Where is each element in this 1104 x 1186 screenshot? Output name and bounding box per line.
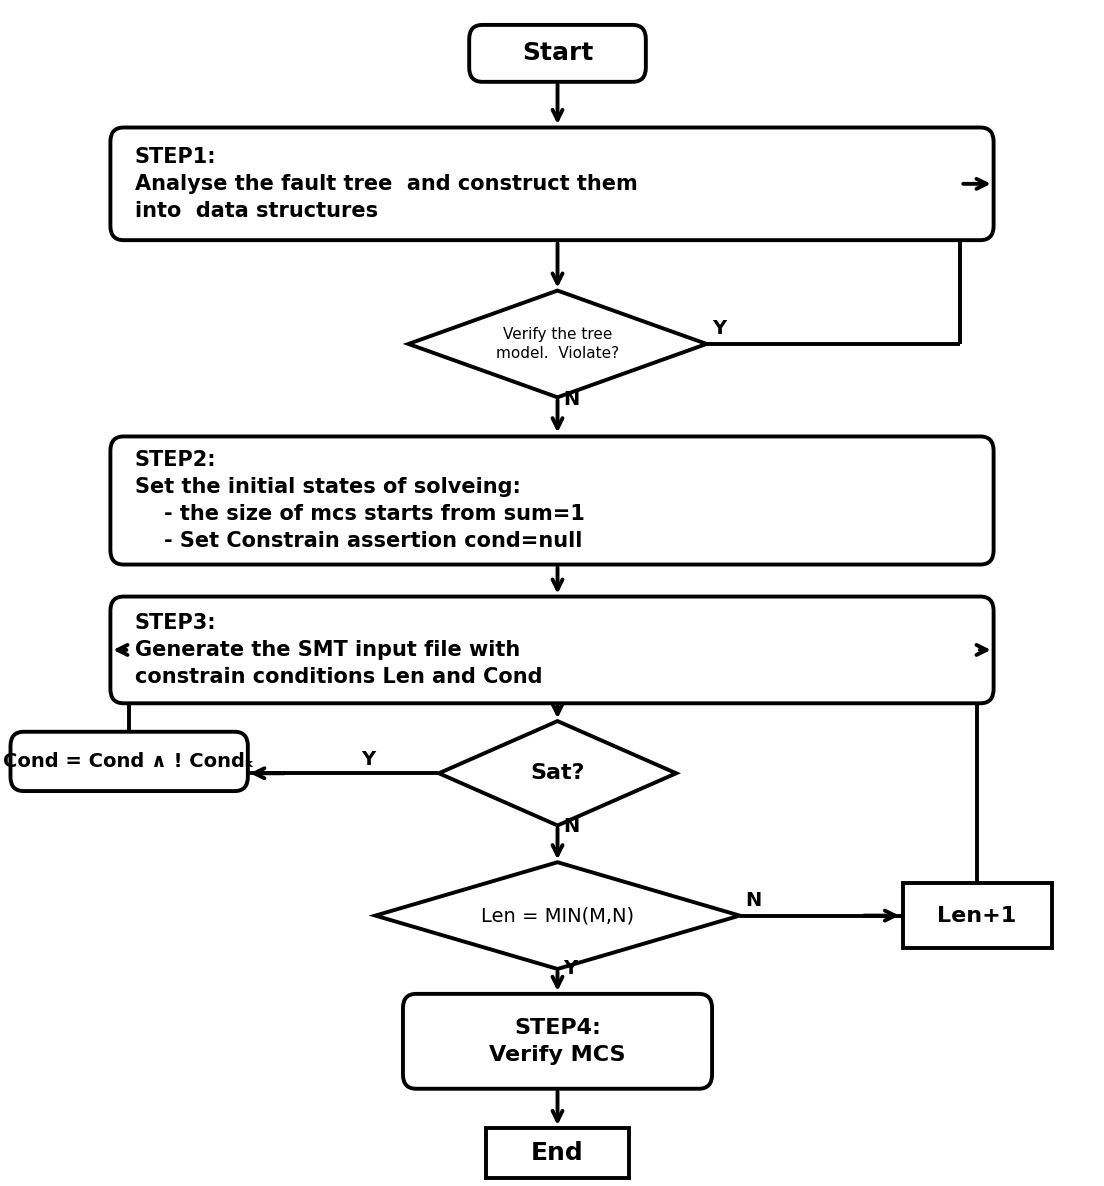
Polygon shape	[375, 862, 740, 969]
FancyBboxPatch shape	[11, 732, 247, 791]
Bar	[486, 1128, 629, 1178]
FancyBboxPatch shape	[110, 128, 994, 240]
Polygon shape	[408, 291, 707, 397]
FancyBboxPatch shape	[110, 436, 994, 565]
Bar	[903, 882, 1051, 949]
Text: Len = MIN(M,N): Len = MIN(M,N)	[481, 906, 634, 925]
Text: N: N	[563, 390, 580, 409]
Text: STEP4:
Verify MCS: STEP4: Verify MCS	[489, 1018, 626, 1065]
Text: N: N	[745, 891, 762, 910]
Text: Y: Y	[563, 959, 577, 978]
Text: Verify the tree
model.  Violate?: Verify the tree model. Violate?	[496, 327, 619, 361]
Text: N: N	[563, 817, 580, 836]
FancyBboxPatch shape	[403, 994, 712, 1089]
Text: STEP2:
Set the initial states of solveing:
    - the size of mcs starts from sum: STEP2: Set the initial states of solvein…	[135, 449, 584, 551]
Text: Sat?: Sat?	[530, 764, 585, 783]
Polygon shape	[439, 721, 676, 825]
FancyBboxPatch shape	[110, 597, 994, 703]
Text: Len+1: Len+1	[937, 906, 1017, 925]
Text: Y: Y	[361, 750, 375, 769]
Text: STEP3:
Generate the SMT input file with
constrain conditions Len and Cond: STEP3: Generate the SMT input file with …	[135, 613, 542, 687]
Text: End: End	[531, 1141, 584, 1165]
Text: Y: Y	[712, 319, 726, 338]
Text: STEP1:
Analyse the fault tree  and construct them
into  data structures: STEP1: Analyse the fault tree and constr…	[135, 147, 637, 221]
FancyBboxPatch shape	[469, 25, 646, 82]
Text: Start: Start	[522, 42, 593, 65]
Text: Cond = Cond ∧ ! Condₖ: Cond = Cond ∧ ! Condₖ	[3, 752, 255, 771]
